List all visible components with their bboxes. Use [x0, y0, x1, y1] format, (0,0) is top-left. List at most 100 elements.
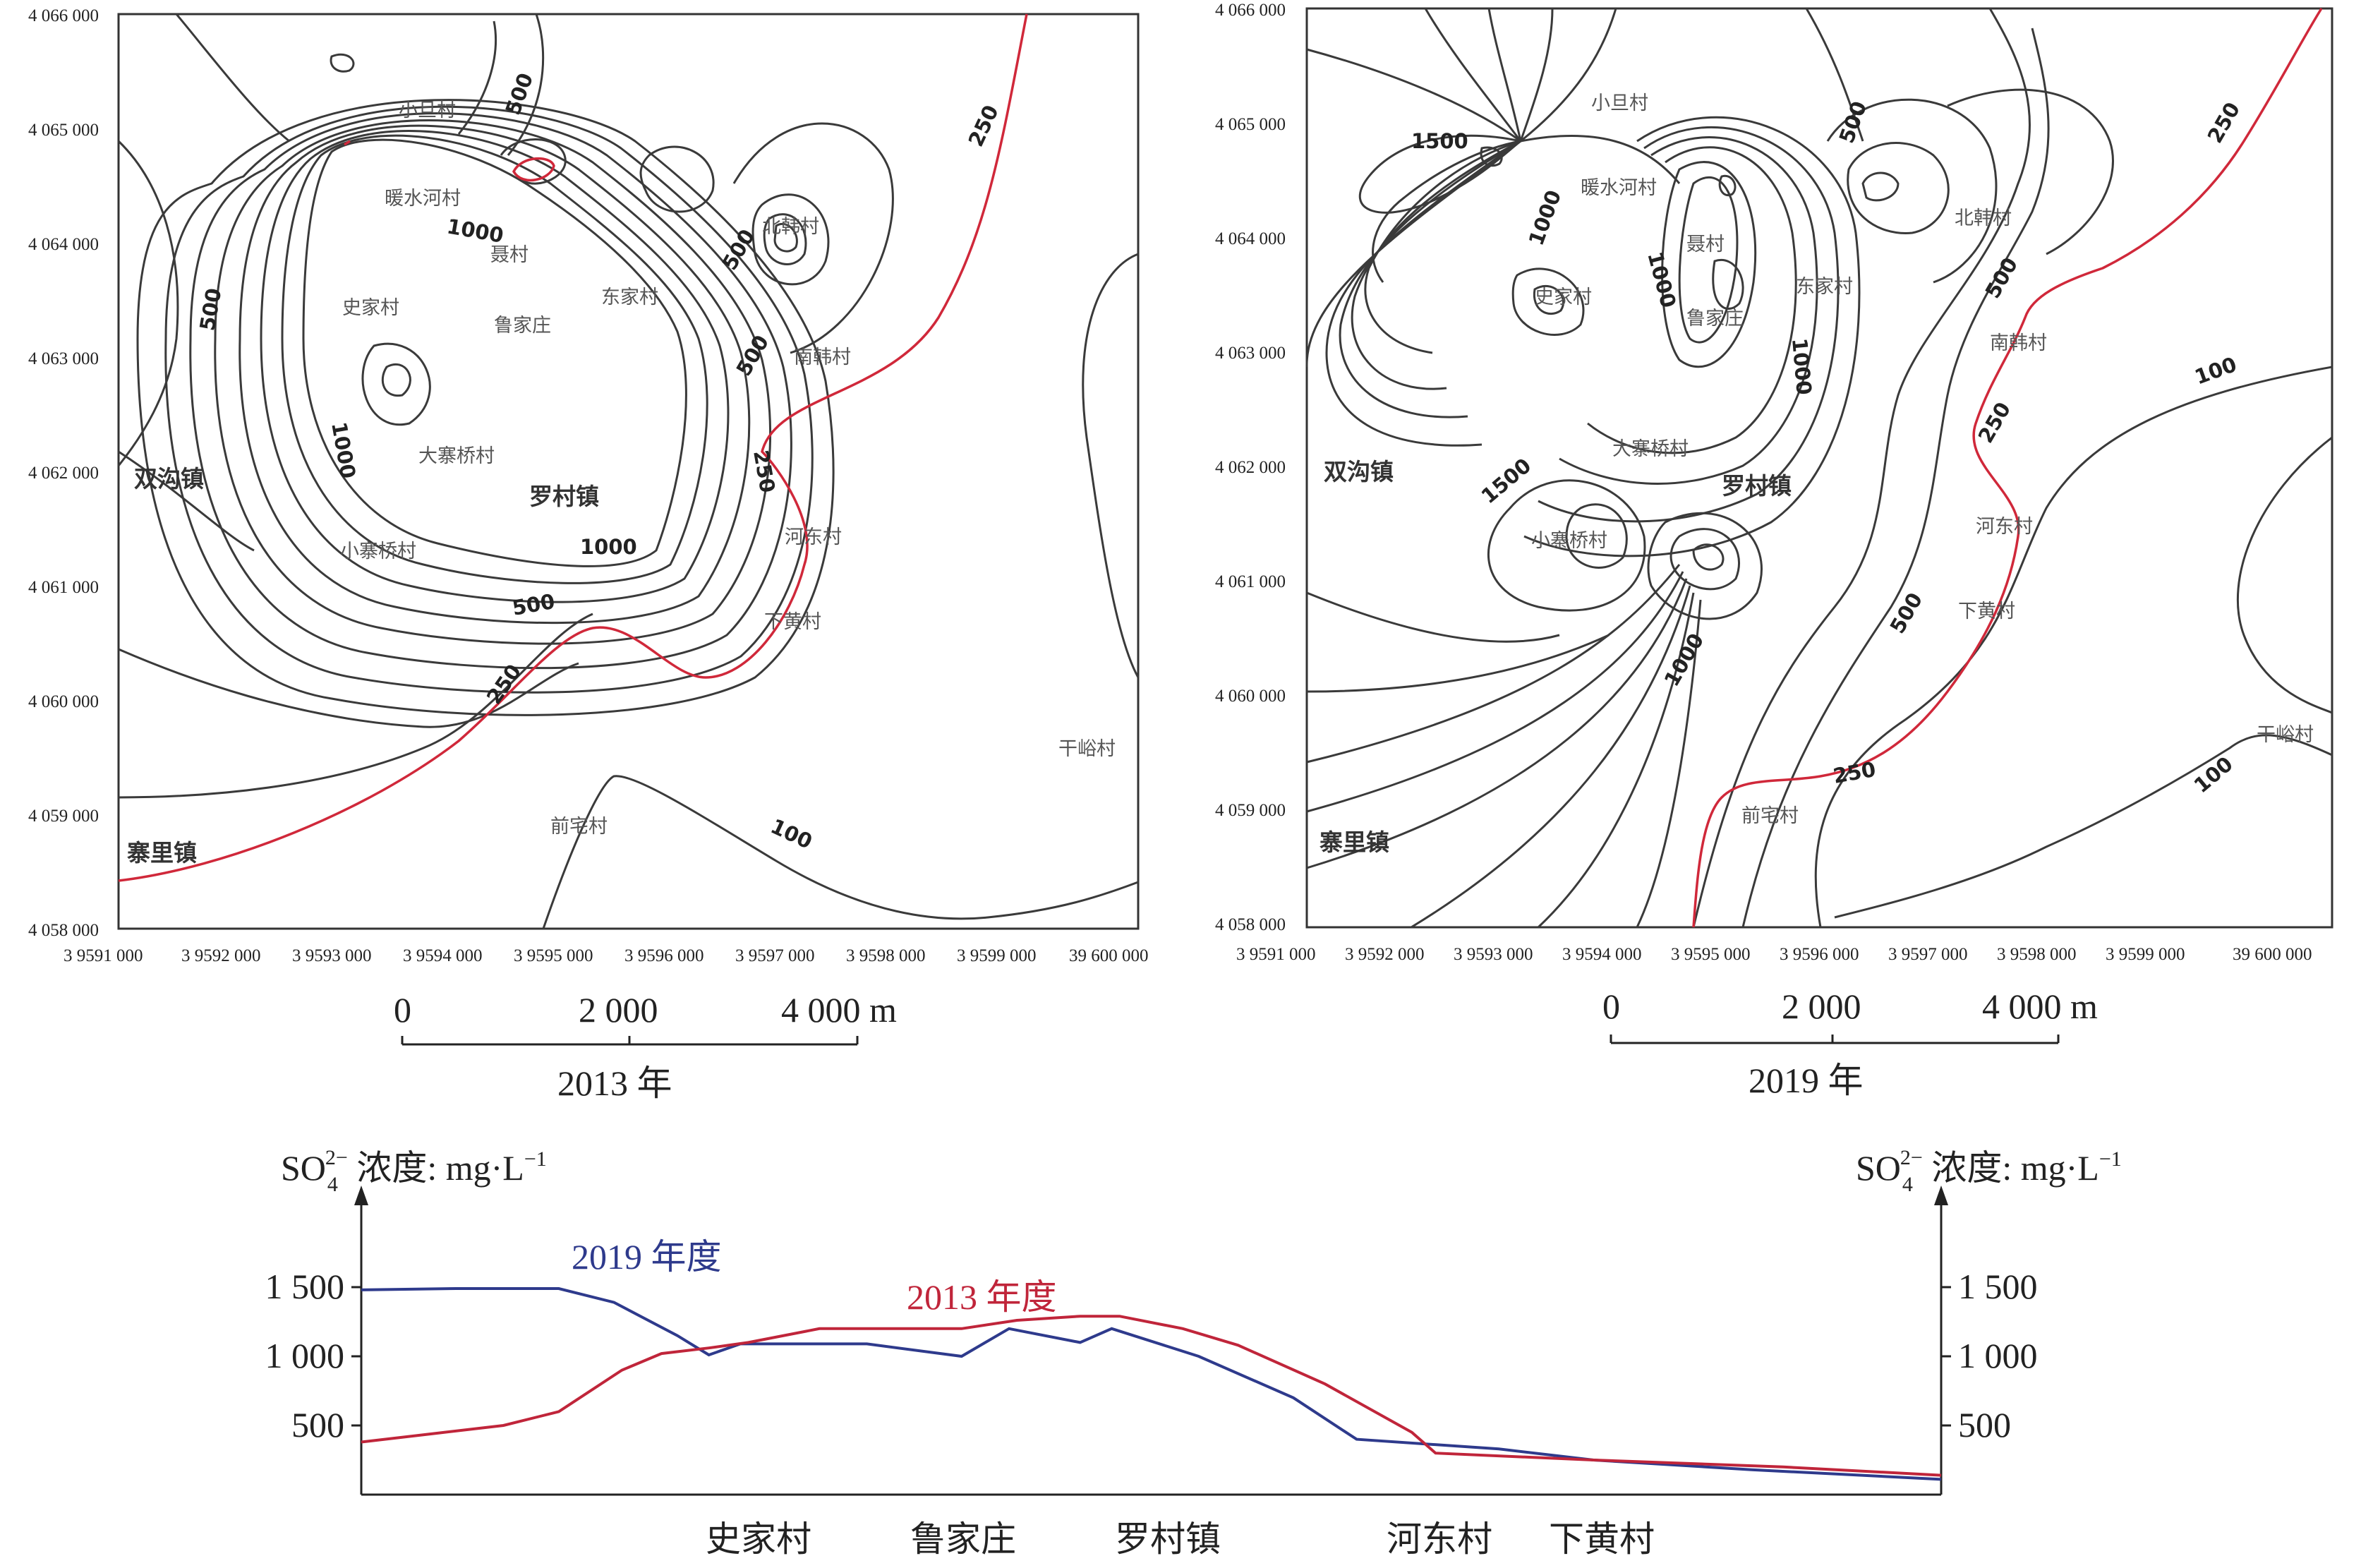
y-tick: 4 063 000: [1215, 344, 1286, 363]
place-dongjia: 东家村: [601, 287, 658, 308]
place-dazhaiqiao: 大寨桥村: [418, 445, 495, 467]
place-xiahuang: 下黄村: [764, 611, 821, 633]
x-tick: 3 9597 000: [1888, 945, 1968, 964]
contour-label: 500: [501, 70, 538, 119]
contour-label: 1500: [1411, 129, 1468, 153]
contour-label: 1000: [327, 420, 361, 480]
x-tick: 3 9598 000: [1997, 945, 2077, 964]
right-y-tick: 1 500: [1958, 1267, 2038, 1306]
contour-label: 500: [1835, 98, 1872, 147]
scale-label: 2 000: [579, 990, 658, 1030]
x-tick: 3 9593 000: [292, 946, 372, 965]
contour-label: 500: [1885, 589, 1928, 637]
x-label-luocun: 罗村镇: [1115, 1519, 1221, 1559]
y-tick: 4 062 000: [1215, 458, 1286, 477]
contour-label: 1000: [580, 535, 637, 559]
y-tick: 4 059 000: [28, 807, 99, 826]
y-tick: 4 061 000: [1215, 572, 1286, 591]
series-2019-line: [361, 1287, 1942, 1481]
left-y-tick: 1 500: [265, 1267, 345, 1306]
y-tick: 4 060 000: [1215, 687, 1286, 706]
place-ganyu: 干峪村: [2257, 724, 2314, 746]
y-tick: 4 066 000: [1215, 1, 1286, 20]
map-2019-year-label: 2019 年: [1749, 1061, 1864, 1100]
x-tick: 3 9592 000: [181, 946, 261, 965]
scale-label: 0: [1602, 987, 1620, 1026]
map-2013: 4 066 000 4 065 000 4 064 000 4 063 000 …: [28, 6, 1149, 1103]
series-2013-label: 2013 年度: [907, 1277, 1057, 1317]
x-tick: 3 9594 000: [403, 946, 483, 965]
contour-label: 250: [1974, 398, 2016, 447]
contour-label: 100: [767, 814, 816, 854]
map-2013-x-ticks: 3 9591 000 3 9592 000 3 9593 000 3 9594 …: [64, 946, 1149, 965]
y-tick: 4 063 000: [28, 349, 99, 368]
scale-label: 0: [394, 990, 411, 1030]
y-tick: 4 061 000: [28, 578, 99, 597]
x-tick: 3 9595 000: [514, 946, 593, 965]
y-tick: 4 064 000: [1215, 229, 1286, 248]
map-2019-places: 小旦村 暖水河村 聂村 史家村 鲁家庄 东家村 北韩村 南韩村 大寨桥村 小寨桥…: [1320, 92, 2314, 856]
y-tick: 4 066 000: [28, 6, 99, 25]
right-y-tick: 500: [1958, 1405, 2011, 1445]
contour-label: 250: [2203, 98, 2245, 147]
map-2019-contours: [1305, 8, 2333, 929]
map-2013-frame: [117, 13, 1140, 930]
x-tick: 3 9599 000: [2106, 945, 2185, 964]
contour-label: 1000: [445, 214, 505, 248]
map-2013-year-label: 2013 年: [557, 1063, 672, 1103]
left-y-tick: 1 000: [265, 1336, 345, 1375]
x-label-lujiazhuang: 鲁家庄: [910, 1519, 1016, 1559]
town-shuanggou: 双沟镇: [134, 465, 204, 493]
place-xiahuang: 下黄村: [1958, 601, 2015, 622]
contour-label: 500: [195, 287, 226, 333]
left-axis-arrow: [354, 1186, 368, 1205]
x-tick: 39 600 000: [1069, 946, 1149, 965]
town-luocun: 罗村镇: [529, 483, 599, 510]
x-tick: 3 9593 000: [1454, 945, 1533, 964]
scale-label: 2 000: [1782, 987, 1861, 1026]
map-2019-contour-labels: 1500 1000 1000 1000 500 500 250 250 100 …: [1411, 98, 2245, 797]
contour-label: 1000: [1643, 249, 1681, 310]
right-y-tick: 1 000: [1958, 1336, 2038, 1375]
contour-label: 250: [749, 448, 780, 495]
contour-label: 500: [510, 589, 557, 620]
place-nie: 聂村: [490, 244, 529, 266]
scale-label: 4 000 m: [1982, 987, 2098, 1026]
place-shijia: 史家村: [1535, 287, 1592, 308]
scale-label: 4 000 m: [781, 990, 897, 1030]
place-xiaozhaiqiao: 小寨桥村: [340, 541, 416, 562]
x-tick: 3 9596 000: [1780, 945, 1859, 964]
y-tick: 4 058 000: [28, 921, 99, 940]
place-xiaodan: 小旦村: [399, 99, 456, 121]
x-tick: 3 9592 000: [1345, 945, 1425, 964]
x-label-shijia: 史家村: [706, 1519, 811, 1559]
y-tick: 4 062 000: [28, 464, 99, 483]
series-2013-line: [361, 1315, 1942, 1477]
map-2013-contours: [117, 13, 1140, 929]
town-zhaili: 寨里镇: [127, 839, 197, 867]
map-2019-scale-bar: 0 2 000 4 000 m: [1602, 987, 2098, 1044]
map-2013-y-ticks: 4 066 000 4 065 000 4 064 000 4 063 000 …: [28, 6, 99, 940]
contour-label: 1000: [1524, 187, 1566, 248]
place-nuanshuihe: 暖水河村: [1581, 177, 1657, 199]
place-shijia: 史家村: [342, 297, 399, 319]
town-luocun: 罗村镇: [1722, 472, 1792, 500]
contour-label: 500: [732, 331, 774, 380]
x-tick: 3 9597 000: [735, 946, 815, 965]
place-xiaozhaiqiao: 小寨桥村: [1531, 530, 1607, 552]
place-ganyu: 干峪村: [1058, 738, 1116, 760]
x-tick: 3 9594 000: [1562, 945, 1642, 964]
place-nie: 聂村: [1686, 234, 1725, 255]
contour-label: 1000: [1787, 337, 1816, 396]
map-2019-x-ticks: 3 9591 000 3 9592 000 3 9593 000 3 9594 …: [1236, 945, 2312, 964]
contour-label: 1500: [1477, 453, 1536, 508]
map-2019-y-ticks: 4 066 000 4 065 000 4 064 000 4 063 000 …: [1215, 1, 1286, 934]
right-axis-arrow: [1934, 1186, 1948, 1205]
y-tick: 4 065 000: [28, 121, 99, 140]
x-tick: 39 600 000: [2233, 945, 2312, 964]
y-tick: 4 064 000: [28, 235, 99, 254]
contour-label: 1000: [1660, 629, 1709, 691]
place-lujiazhuang: 鲁家庄: [1686, 308, 1744, 330]
town-zhaili: 寨里镇: [1320, 828, 1389, 856]
x-tick: 3 9598 000: [846, 946, 926, 965]
